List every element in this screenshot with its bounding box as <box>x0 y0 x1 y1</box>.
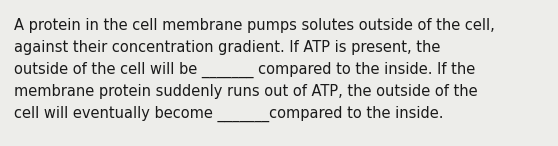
Text: membrane protein suddenly runs out of ATP, the outside of the: membrane protein suddenly runs out of AT… <box>14 84 478 99</box>
Text: A protein in the cell membrane pumps solutes outside of the cell,: A protein in the cell membrane pumps sol… <box>14 18 495 33</box>
Text: outside of the cell will be _______ compared to the inside. If the: outside of the cell will be _______ comp… <box>14 62 475 78</box>
Text: against their concentration gradient. If ATP is present, the: against their concentration gradient. If… <box>14 40 440 55</box>
Text: cell will eventually become _______compared to the inside.: cell will eventually become _______compa… <box>14 106 444 122</box>
